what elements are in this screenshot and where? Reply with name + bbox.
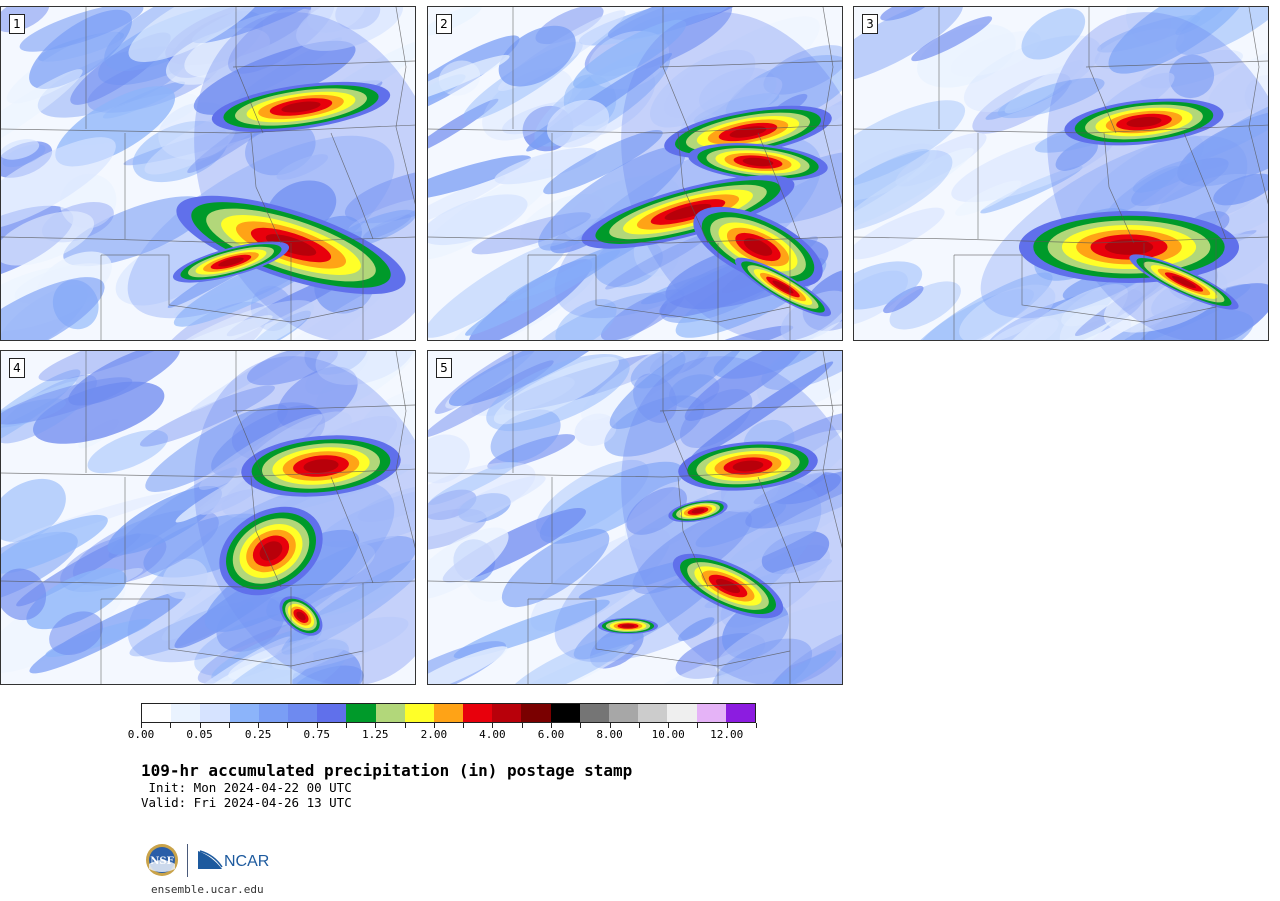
colorbar-tick (141, 723, 142, 728)
forecast-panel-1: 1 (0, 6, 416, 341)
precip-map-1 (1, 7, 415, 340)
panel-number-4: 4 (9, 358, 25, 378)
colorbar-tick (375, 723, 377, 728)
colorbar-swatch (287, 704, 318, 722)
precip-colorbar (141, 703, 756, 723)
precip-map-2 (428, 7, 842, 340)
footer-url: ensemble.ucar.edu (151, 883, 264, 896)
colorbar-swatch (200, 704, 230, 722)
colorbar-swatch (521, 704, 551, 722)
colorbar-tick (638, 723, 640, 728)
colorbar-swatch (258, 704, 288, 722)
logo-divider (187, 844, 188, 877)
colorbar-swatch (696, 704, 726, 722)
colorbar-tick (170, 723, 172, 728)
colorbar-tick (346, 723, 347, 728)
colorbar-swatch (463, 704, 493, 722)
colorbar-tick (551, 723, 552, 728)
colorbar-tick (433, 723, 435, 728)
forecast-panel-4: 4 (0, 350, 416, 685)
colorbar-tick-label: 2.00 (420, 728, 448, 741)
colorbar-tick (726, 723, 728, 728)
colorbar-tick (316, 723, 318, 728)
colorbar-swatch (433, 704, 464, 722)
ncar-logo-icon: NCAR (198, 850, 269, 870)
colorbar-tick (697, 723, 699, 728)
panel-number-5: 5 (436, 358, 452, 378)
colorbar-tick-label: 0.05 (186, 728, 213, 741)
panel-number-1: 1 (9, 14, 25, 34)
colorbar-tick (199, 723, 201, 728)
colorbar-tick-label: 0.25 (244, 728, 272, 741)
colorbar-tick (228, 723, 230, 728)
forecast-panel-3: 3 (853, 6, 1269, 341)
colorbar-swatch (142, 704, 172, 722)
colorbar-tick-label: 0.75 (303, 728, 330, 741)
colorbar-swatch (725, 704, 755, 722)
svg-text:NCAR: NCAR (224, 853, 269, 870)
panel-number-3: 3 (862, 14, 878, 34)
colorbar-swatch (229, 704, 259, 722)
colorbar-swatch (375, 704, 405, 722)
colorbar-tick-label: 6.00 (537, 728, 565, 741)
forecast-panel-5: 5 (427, 350, 843, 685)
precip-map-4 (1, 351, 415, 684)
colorbar-swatch (667, 704, 697, 722)
colorbar-tick (668, 723, 670, 728)
nsf-logo-icon: NSF (146, 844, 178, 876)
colorbar-tick (756, 723, 757, 728)
colorbar-tick (492, 723, 494, 728)
colorbar-swatch (346, 704, 376, 722)
colorbar-swatch (638, 704, 668, 722)
colorbar-swatch (404, 704, 434, 722)
colorbar-tick (463, 723, 465, 728)
valid-time: Valid: Fri 2024-04-26 13 UTC (141, 795, 352, 810)
colorbar-tick (609, 723, 611, 728)
chart-title: 109-hr accumulated precipitation (in) po… (141, 761, 633, 780)
colorbar-tick-label: 1.25 (362, 728, 389, 741)
colorbar-tick (258, 723, 260, 728)
init-time: Init: Mon 2024-04-22 00 UTC (141, 780, 352, 795)
colorbar-tick (580, 723, 582, 728)
colorbar-swatch (492, 704, 522, 722)
colorbar-swatch (550, 704, 580, 722)
colorbar-tick-label: 10.00 (651, 728, 685, 741)
panel-number-2: 2 (436, 14, 452, 34)
colorbar-tick-label: 4.00 (479, 728, 506, 741)
colorbar-tick (521, 723, 523, 728)
colorbar-swatch (171, 704, 201, 722)
colorbar-swatch (579, 704, 609, 722)
precip-map-3 (854, 7, 1268, 340)
colorbar-swatch (317, 704, 347, 722)
colorbar-tick (404, 723, 406, 728)
colorbar-swatch (609, 704, 639, 722)
colorbar-tick-label: 0.00 (127, 728, 155, 741)
forecast-panel-2: 2 (427, 6, 843, 341)
colorbar-tick-label: 12.00 (710, 728, 744, 741)
colorbar-tick-label: 8.00 (596, 728, 623, 741)
svg-text:NSF: NSF (150, 856, 173, 867)
colorbar-ticks (141, 723, 757, 728)
precip-map-5 (428, 351, 842, 684)
colorbar-tick (287, 723, 289, 728)
